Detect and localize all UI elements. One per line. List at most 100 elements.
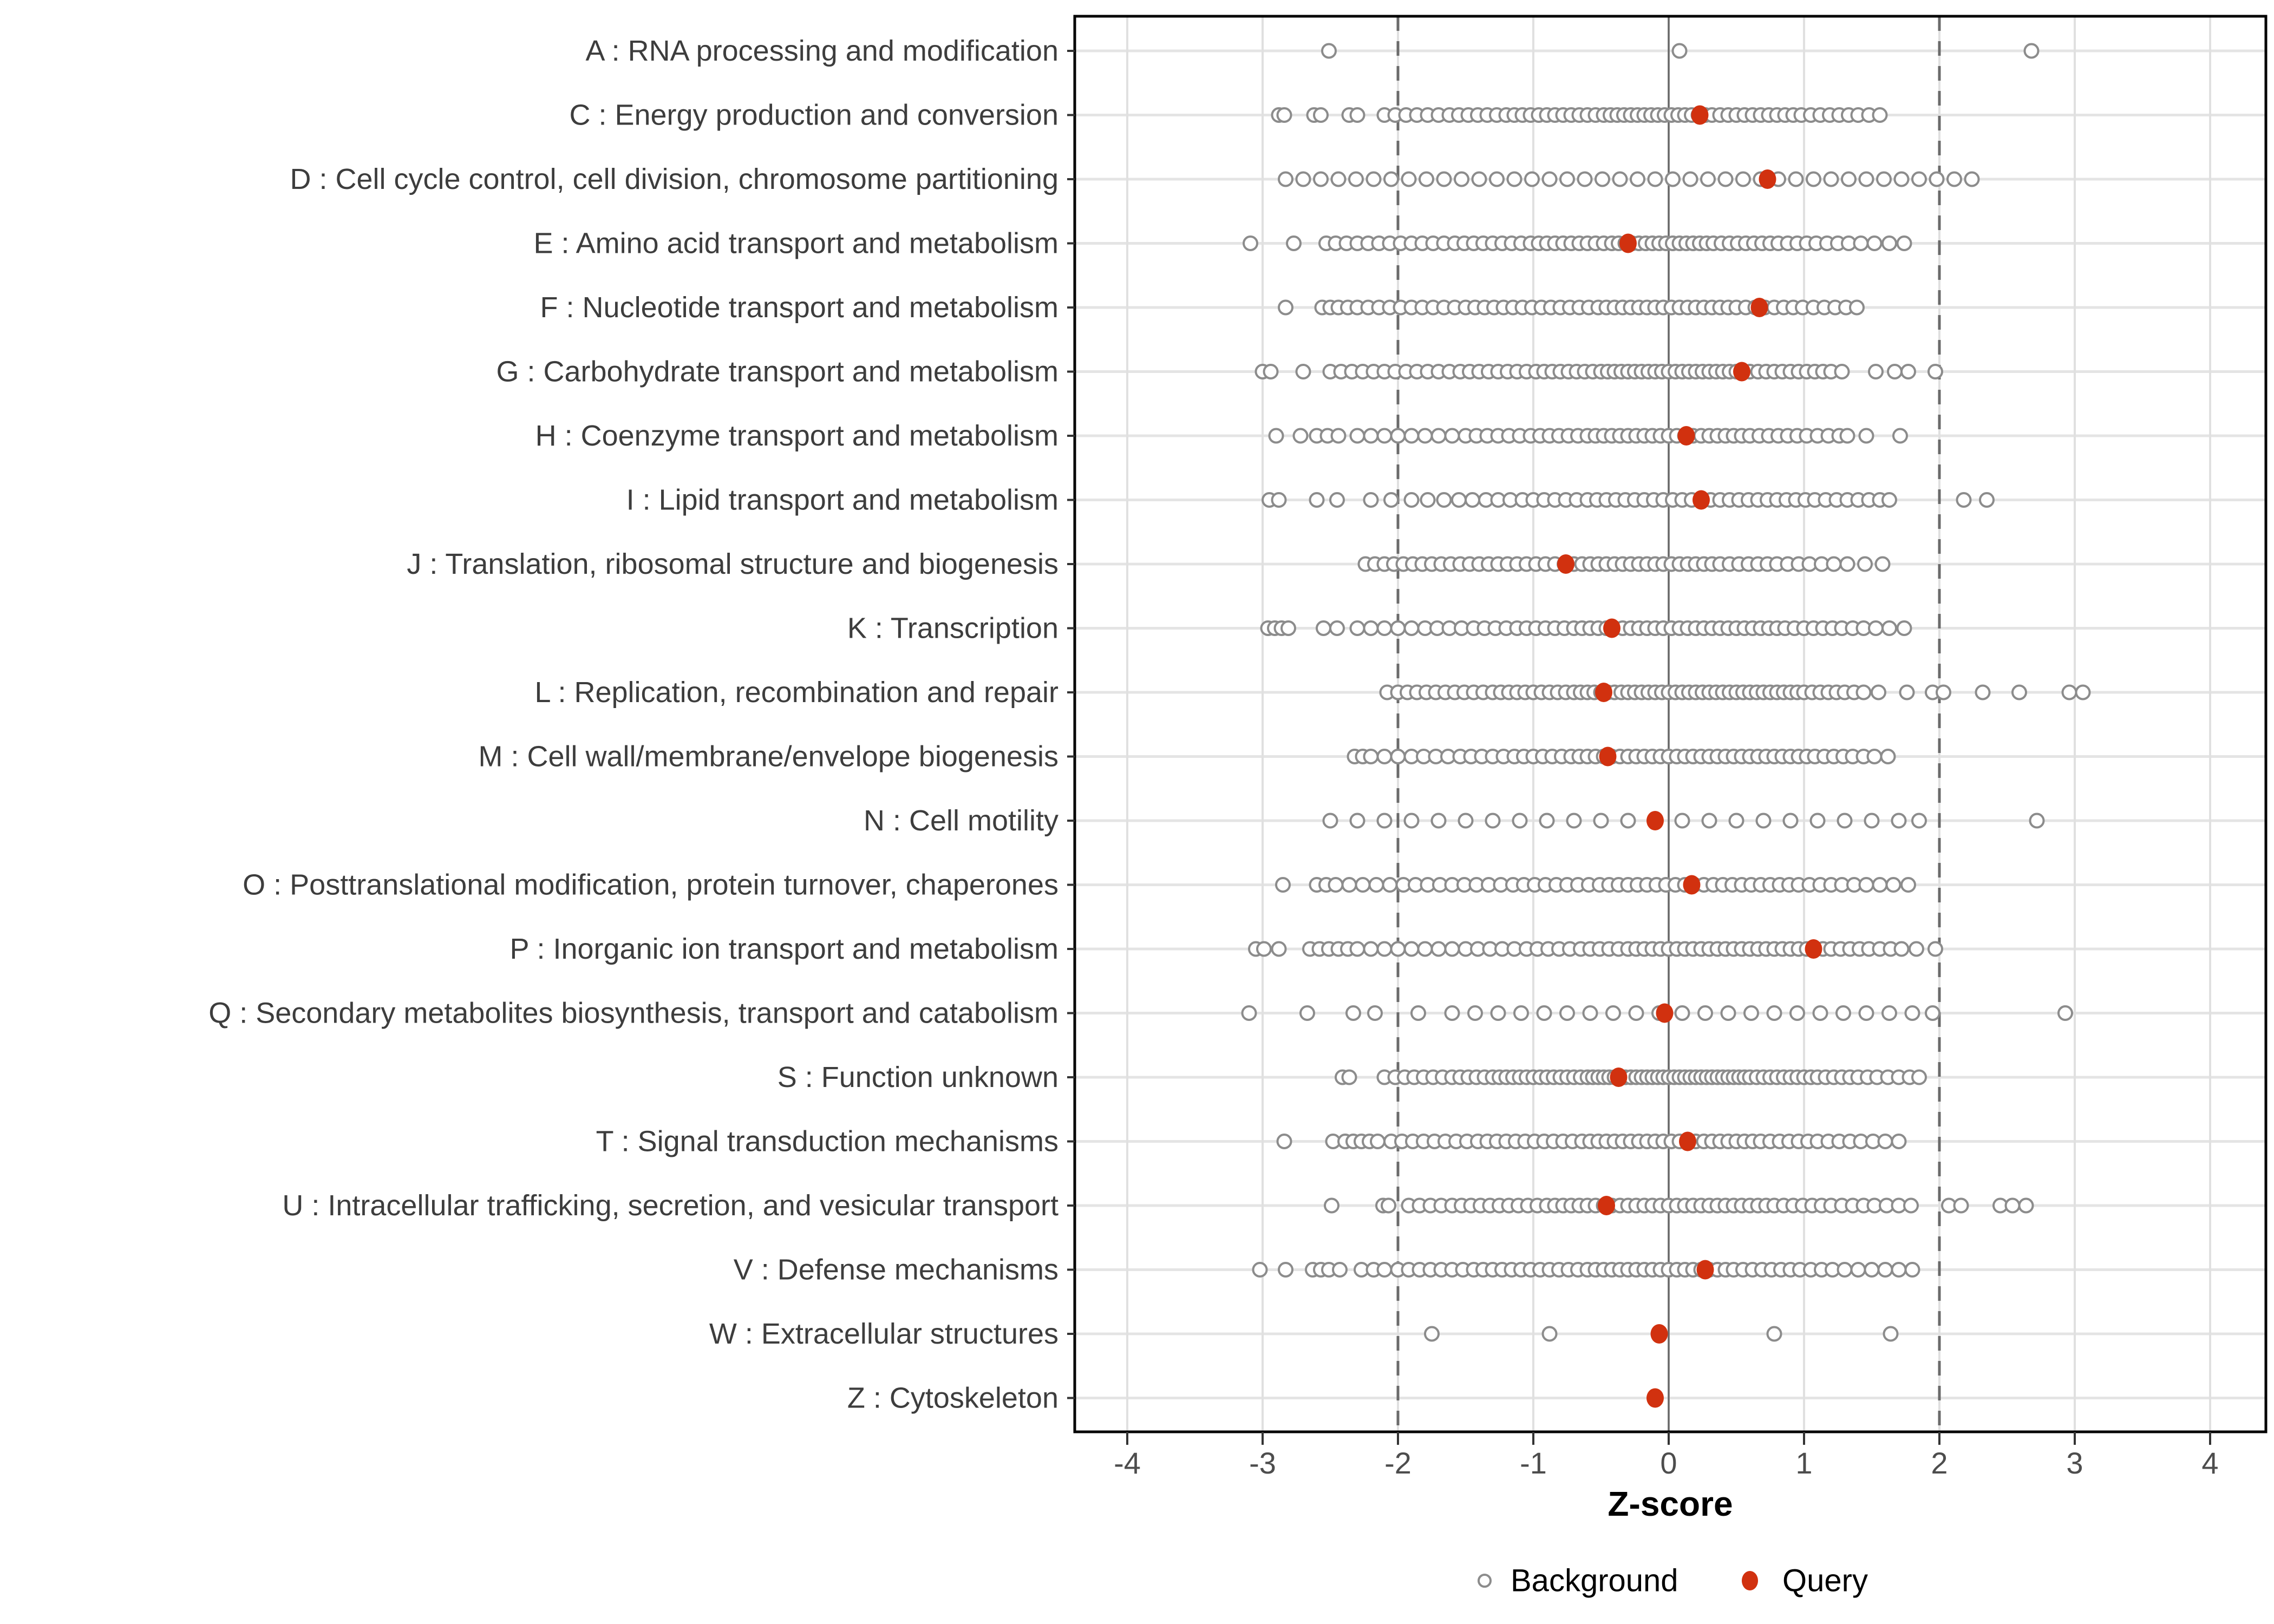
category-label: H : Coenzyme transport and metabolism	[535, 420, 1058, 452]
background-point	[2075, 684, 2091, 700]
background-point	[1788, 171, 1804, 187]
category-label: S : Function unknown	[777, 1061, 1058, 1093]
category-label: Q : Secondary metabolites biosynthesis, …	[208, 997, 1058, 1030]
background-point	[2023, 43, 2040, 59]
background-point	[1436, 492, 1452, 508]
background-point	[1903, 1197, 1919, 1214]
background-point	[1541, 171, 1558, 187]
background-point	[1628, 1005, 1644, 1021]
background-point	[1271, 941, 1287, 957]
category-label: A : RNA processing and modification	[586, 35, 1058, 67]
background-point	[1899, 684, 1915, 700]
background-point	[1349, 813, 1365, 829]
legend-query-label: Query	[1782, 1563, 1868, 1599]
background-point	[1376, 749, 1393, 764]
background-point	[1864, 1262, 1880, 1278]
background-point	[1566, 813, 1582, 829]
background-point	[1881, 620, 1897, 636]
x-tick-label: -4	[1114, 1446, 1141, 1480]
background-point	[1665, 171, 1681, 187]
background-point	[1256, 941, 1272, 957]
background-point	[1376, 1262, 1393, 1278]
background-point	[1467, 1005, 1483, 1021]
plot-panel-border	[1073, 15, 2268, 1433]
background-point	[1595, 171, 1610, 187]
background-point	[1743, 1005, 1759, 1021]
background-point	[1403, 492, 1420, 508]
background-point	[1883, 1326, 1899, 1342]
background-point	[1871, 684, 1886, 700]
background-point	[1403, 620, 1420, 636]
background-point	[1858, 171, 1874, 187]
background-point	[1728, 813, 1744, 829]
background-point	[1720, 1005, 1736, 1021]
query-point	[1696, 1260, 1714, 1280]
background-point	[1755, 813, 1772, 829]
x-tick-label: 2	[1931, 1446, 1948, 1480]
query-point	[1677, 426, 1695, 446]
background-point	[1292, 428, 1309, 444]
background-point	[1620, 813, 1636, 829]
background-point	[1329, 620, 1345, 636]
background-point	[1370, 1134, 1386, 1149]
category-label: Z : Cytoskeleton	[847, 1382, 1058, 1415]
background-point	[1858, 877, 1874, 893]
query-point	[1595, 683, 1612, 702]
background-point	[1674, 813, 1690, 829]
background-point	[1299, 1005, 1315, 1021]
background-point	[1403, 428, 1420, 444]
background-point	[2057, 1005, 2073, 1021]
background-point	[1390, 749, 1406, 764]
legend-query-dot-icon	[1742, 1571, 1758, 1590]
background-point	[1349, 941, 1365, 957]
background-point	[1268, 428, 1284, 444]
category-label: I : Lipid transport and metabolism	[626, 484, 1058, 516]
background-point	[1383, 492, 1399, 508]
background-point	[1593, 813, 1609, 829]
background-point	[1390, 941, 1406, 957]
query-point	[1679, 1131, 1696, 1151]
background-point	[1855, 684, 1872, 700]
background-point	[1430, 941, 1447, 957]
background-point	[1682, 171, 1698, 187]
background-point	[2018, 1197, 2034, 1214]
background-point	[1363, 620, 1379, 636]
background-point	[1630, 171, 1645, 187]
background-point	[1909, 941, 1924, 957]
background-point	[1444, 1005, 1460, 1021]
background-point	[1471, 171, 1487, 187]
background-point	[1295, 364, 1311, 379]
background-point	[1390, 620, 1406, 636]
background-point	[1241, 1005, 1257, 1021]
background-point	[1809, 813, 1826, 829]
x-tick-label: 3	[2066, 1446, 2083, 1480]
background-point	[1864, 813, 1880, 829]
background-point	[1866, 235, 1883, 251]
background-point	[1812, 1005, 1828, 1021]
background-point	[1839, 428, 1855, 444]
background-point	[1524, 171, 1540, 187]
background-point	[1513, 1005, 1529, 1021]
background-point	[1826, 556, 1842, 572]
background-point	[1454, 171, 1469, 187]
background-point	[1271, 492, 1287, 508]
background-point	[1349, 620, 1365, 636]
background-point	[1911, 1069, 1927, 1085]
background-point	[2061, 684, 2077, 700]
background-point	[1295, 171, 1311, 187]
background-point	[1577, 171, 1593, 187]
background-point	[1674, 1005, 1690, 1021]
background-point	[1858, 428, 1874, 444]
category-label: L : Replication, recombination and repai…	[534, 676, 1058, 709]
background-point	[1766, 1326, 1782, 1342]
background-point	[1929, 171, 1945, 187]
background-point	[1925, 1005, 1940, 1021]
background-point	[1936, 684, 1951, 700]
background-point	[1900, 364, 1916, 379]
background-point	[1911, 813, 1927, 829]
background-point	[1383, 171, 1399, 187]
query-point	[1691, 105, 1709, 125]
category-label: W : Extracellular structures	[709, 1318, 1058, 1350]
background-point	[1410, 1005, 1426, 1021]
background-point	[1837, 1262, 1853, 1278]
